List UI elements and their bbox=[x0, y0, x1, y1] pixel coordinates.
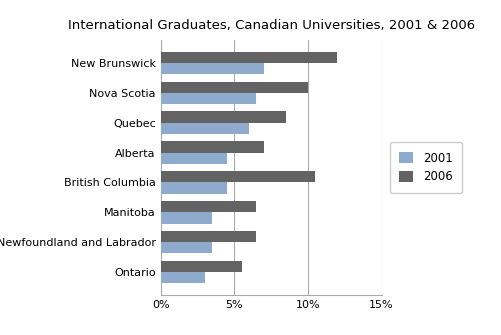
Bar bbox=[160, 212, 212, 223]
Bar bbox=[160, 171, 315, 183]
Bar bbox=[160, 82, 307, 93]
Bar bbox=[160, 152, 226, 164]
Bar bbox=[160, 123, 248, 134]
Bar bbox=[160, 112, 285, 123]
Legend: 2001, 2006: 2001, 2006 bbox=[389, 142, 461, 193]
Bar bbox=[160, 242, 212, 253]
Bar bbox=[160, 261, 241, 272]
Bar bbox=[160, 141, 263, 152]
Bar bbox=[160, 183, 226, 194]
Bar bbox=[160, 201, 256, 212]
Title: International Graduates, Canadian Universities, 2001 & 2006: International Graduates, Canadian Univer… bbox=[67, 19, 474, 32]
Bar bbox=[160, 93, 256, 104]
Bar bbox=[160, 52, 337, 63]
Bar bbox=[160, 63, 263, 74]
Bar bbox=[160, 231, 256, 242]
Bar bbox=[160, 272, 204, 283]
